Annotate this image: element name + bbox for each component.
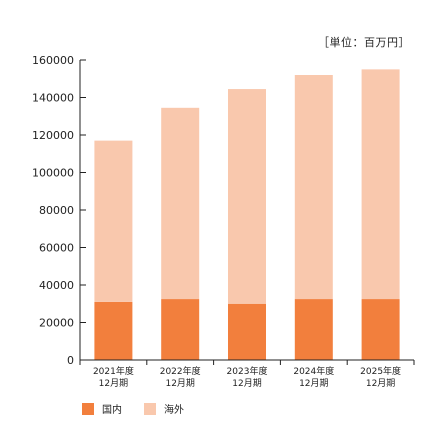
x-category-label: 12月期 bbox=[165, 378, 194, 389]
bar-domestic-4 bbox=[361, 299, 400, 360]
bar-overseas-3 bbox=[294, 75, 333, 300]
x-category-label: 2023年度 bbox=[227, 365, 268, 377]
axes-group: 0 20000 40000 60000 80000 100000 120000 140000 1… bbox=[32, 54, 415, 389]
bar-overseas-1 bbox=[161, 107, 200, 300]
x-category-label: 2025年度 bbox=[360, 365, 401, 377]
x-category-label: 2024年度 bbox=[293, 365, 334, 377]
x-category-label: 2022年度 bbox=[160, 365, 201, 377]
bar-overseas-2 bbox=[228, 89, 266, 304]
bar-overseas-4 bbox=[361, 69, 400, 300]
y-tick-label: 140000 bbox=[32, 92, 74, 105]
x-category-label: 12月期 bbox=[99, 378, 128, 389]
y-tick-label: 40000 bbox=[39, 279, 74, 292]
legend-item-domestic: 国内 bbox=[82, 401, 122, 416]
x-category-label: 12月期 bbox=[232, 378, 261, 389]
bar-domestic-3 bbox=[294, 299, 333, 360]
y-tick-label: 60000 bbox=[39, 242, 74, 255]
y-tick-label: 160000 bbox=[32, 54, 74, 67]
bar-domestic-1 bbox=[161, 299, 200, 360]
legend-label-domestic: 国内 bbox=[102, 405, 122, 416]
unit-label: ［単位：百万円］ bbox=[318, 36, 410, 49]
legend-item-overseas: 海外 bbox=[144, 401, 184, 416]
legend-label-overseas: 海外 bbox=[164, 405, 184, 416]
x-category-label: 2021年度 bbox=[93, 365, 134, 377]
bar-domestic-0 bbox=[94, 301, 133, 360]
y-tick-label: 120000 bbox=[32, 129, 74, 142]
x-category-label: 12月期 bbox=[299, 378, 328, 389]
bar-overseas-0 bbox=[94, 140, 133, 302]
x-category-label: 12月期 bbox=[366, 378, 395, 389]
y-tick-label: 0 bbox=[67, 354, 74, 367]
legend-swatch-domestic bbox=[82, 402, 94, 415]
legend-swatch-overseas bbox=[144, 402, 156, 415]
legend: 国内 海外 bbox=[82, 401, 206, 416]
y-tick-label: 20000 bbox=[39, 317, 74, 330]
bars-group bbox=[94, 69, 400, 360]
bar-domestic-2 bbox=[228, 303, 266, 360]
y-tick-label: 80000 bbox=[39, 204, 74, 217]
y-tick-label: 100000 bbox=[32, 167, 74, 180]
